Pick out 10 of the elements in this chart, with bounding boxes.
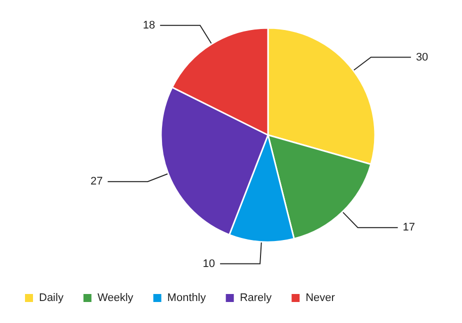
data-label: 30 <box>416 51 428 64</box>
data-label: 27 <box>90 176 103 188</box>
legend-label: Never <box>306 292 336 304</box>
data-label: 10 <box>202 258 216 270</box>
legend-label: Weekly <box>97 292 134 304</box>
data-label: 17 <box>402 222 416 234</box>
legend-label: Rarely <box>240 292 272 304</box>
legend-label: Daily <box>39 292 64 304</box>
legend-label: Monthly <box>167 292 206 304</box>
data-label: 18 <box>142 19 156 32</box>
